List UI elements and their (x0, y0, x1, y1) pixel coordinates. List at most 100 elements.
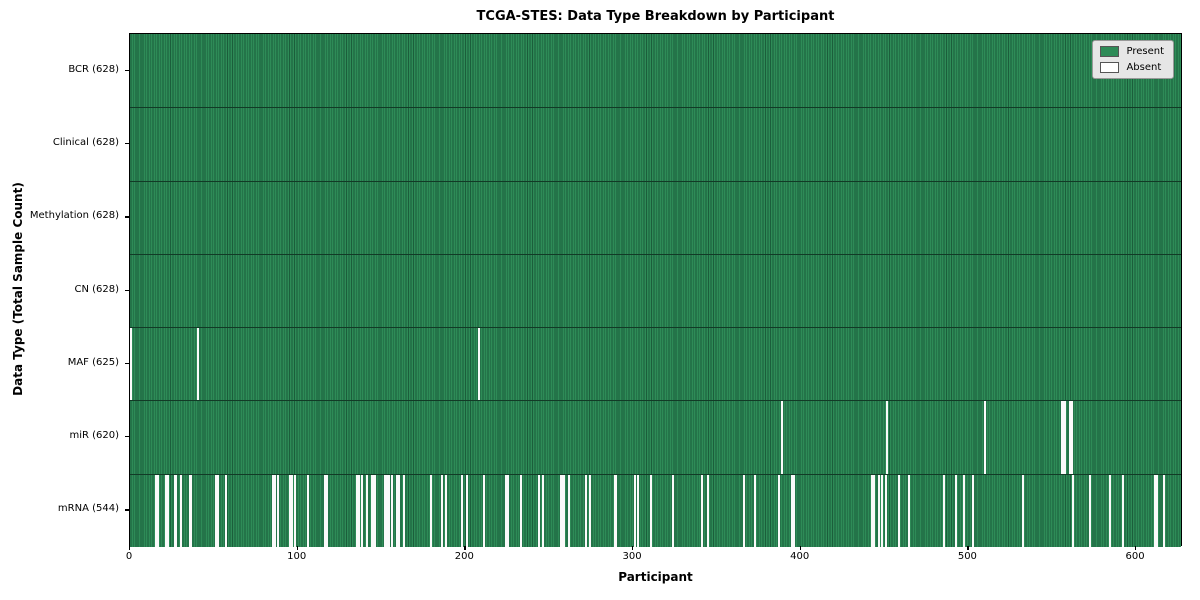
absent-stripe (387, 474, 390, 547)
absent-stripe (156, 474, 159, 547)
y-tick-mark (125, 69, 129, 71)
y-tick-label: CN (628) (74, 283, 119, 295)
absent-stripe (355, 474, 358, 547)
absent-stripe (615, 474, 618, 547)
absent-stripe (1068, 401, 1071, 474)
legend-entry-present: Present (1100, 46, 1164, 57)
row-band-mrna (130, 473, 1181, 547)
row-band-clinical (130, 107, 1181, 181)
legend-swatch-icon (1100, 46, 1120, 57)
absent-stripe (963, 474, 966, 547)
absent-stripe (374, 474, 377, 547)
absent-stripe (190, 474, 193, 547)
chart-title: TCGA-STES: Data Type Breakdown by Partic… (476, 9, 835, 24)
absent-stripe (173, 474, 176, 547)
absent-stripe (441, 474, 444, 547)
absent-stripe (791, 474, 794, 547)
x-tick-label: 600 (1125, 551, 1145, 562)
absent-stripe (175, 474, 178, 547)
absent-stripe (955, 474, 958, 547)
absent-stripe (155, 474, 158, 547)
absent-stripe (372, 474, 375, 547)
y-tick-mark (125, 216, 129, 218)
absent-stripe (908, 474, 911, 547)
absent-stripe (429, 474, 432, 547)
absent-stripe (324, 474, 327, 547)
absent-stripe (165, 474, 168, 547)
x-tick-label: 200 (454, 551, 474, 562)
y-tick-mark (125, 362, 129, 365)
absent-stripe (563, 474, 566, 547)
absent-stripe (217, 474, 220, 547)
x-tick-label: 100 (287, 551, 307, 562)
x-tick-label: 400 (790, 551, 810, 562)
row-band-mir (130, 400, 1181, 474)
absent-stripe (886, 401, 889, 474)
absent-stripe (943, 474, 946, 547)
x-tick-mark (296, 546, 298, 550)
y-tick-label: mRNA (544) (57, 503, 119, 515)
absent-stripe (613, 474, 616, 547)
legend-label: Absent (1126, 62, 1162, 73)
absent-stripe (402, 474, 405, 547)
legend-swatch-icon (1100, 62, 1120, 73)
absent-stripe (188, 474, 191, 547)
y-tick-label: miR (620) (69, 430, 119, 442)
absent-stripe (873, 474, 876, 547)
absent-stripe (1062, 401, 1065, 474)
x-tick-mark (967, 546, 969, 550)
y-tick-mark (125, 509, 129, 511)
legend-entry-absent: Absent (1100, 62, 1164, 73)
absent-stripe (386, 474, 389, 547)
x-tick-label: 300 (622, 551, 642, 562)
absent-stripe (357, 474, 360, 547)
absent-stripe (881, 474, 884, 547)
absent-stripe (792, 474, 795, 547)
absent-stripe (560, 474, 563, 547)
plot-area: Present Absent (129, 33, 1182, 547)
absent-stripe (742, 474, 745, 547)
absent-stripe (781, 401, 784, 474)
absent-stripe (754, 474, 757, 547)
absent-stripe (444, 474, 447, 547)
absent-stripe (294, 474, 296, 547)
absent-stripe (633, 474, 636, 547)
absent-stripe (561, 474, 564, 547)
absent-stripe (466, 474, 469, 547)
absent-stripe (541, 474, 544, 547)
absent-stripe (478, 328, 481, 401)
x-tick-label: 500 (957, 551, 977, 562)
x-tick-label: 0 (125, 551, 133, 562)
absent-stripe (370, 474, 373, 547)
absent-stripe (396, 474, 399, 547)
absent-stripe (1122, 474, 1125, 547)
x-tick-mark (632, 546, 634, 550)
absent-stripe (707, 474, 710, 547)
absent-stripe (273, 474, 276, 547)
legend-label: Present (1126, 46, 1164, 57)
y-tick-label: MAF (625) (67, 356, 119, 368)
row-band-bcr (130, 34, 1181, 108)
absent-stripe (878, 474, 881, 547)
absent-stripe (971, 474, 974, 547)
absent-stripe (307, 474, 310, 547)
absent-stripe (884, 474, 887, 547)
x-tick-mark (464, 546, 466, 550)
y-tick-label: Clinical (628) (52, 136, 119, 148)
legend: Present Absent (1092, 40, 1174, 79)
absent-stripe (650, 474, 653, 547)
absent-stripe (391, 474, 394, 547)
absent-stripe (983, 401, 986, 474)
absent-stripe (585, 474, 588, 547)
absent-stripe (360, 474, 363, 547)
absent-stripe (538, 474, 541, 547)
absent-stripe (1162, 474, 1165, 547)
y-tick-mark (125, 142, 129, 145)
absent-stripe (506, 474, 509, 547)
row-band-maf (130, 327, 1181, 401)
absent-stripe (1109, 474, 1112, 547)
absent-stripe (588, 474, 591, 547)
x-tick-mark (799, 546, 801, 550)
absent-stripe (196, 328, 199, 401)
